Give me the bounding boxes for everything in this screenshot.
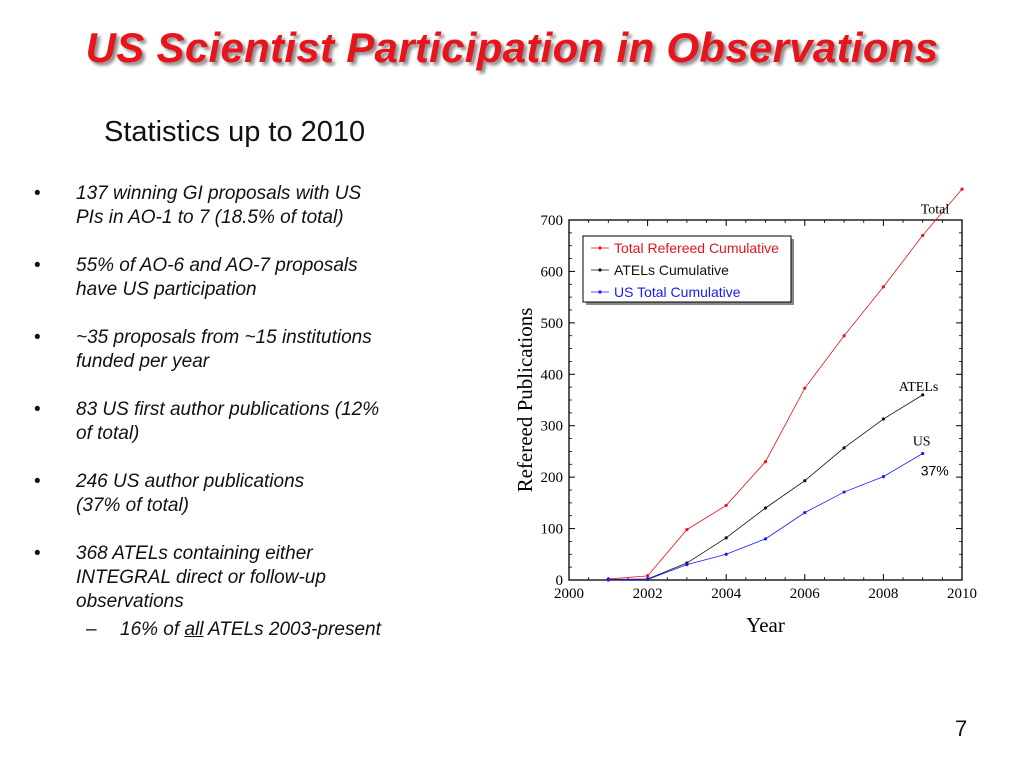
series-line — [608, 394, 923, 580]
y-axis-label: Refereed Publications — [513, 308, 537, 493]
bullet-text-line: have US participation — [76, 279, 257, 300]
publications-chart: 2000 2002 2004 2006 2008 2010 0 100 200 300 400 500… — [513, 187, 977, 637]
legend-label: ATELs Cumulative — [614, 262, 729, 278]
bullet-text-line: funded per year — [76, 351, 210, 372]
data-point — [881, 417, 885, 421]
bullet-item: • 246 US author publications (37% of tot… — [34, 470, 454, 518]
bullet-marker: • — [34, 183, 41, 204]
sub-bullet-suffix: ATELs 2003-present — [203, 619, 381, 640]
bullet-text-line: 368 ATELs containing either — [76, 543, 313, 564]
data-point — [921, 451, 925, 456]
bullet-text-line: 83 US first author publications (12% — [76, 399, 380, 420]
data-point — [881, 285, 885, 289]
slide-title: US Scientist Participation in Observatio… — [85, 24, 939, 71]
bullet-marker: • — [34, 327, 41, 348]
bullet-marker: • — [34, 255, 41, 276]
y-tick-label: 300 — [541, 419, 564, 435]
x-tick-label: 2008 — [868, 586, 898, 602]
legend-label: Total Refereed Cumulative — [614, 240, 779, 256]
data-point — [685, 562, 689, 567]
x-tick-label: 2006 — [790, 586, 821, 602]
legend-label: US Total Cumulative — [614, 284, 741, 300]
data-point — [842, 446, 846, 450]
data-point — [842, 490, 846, 494]
percent-annotation: 37% — [921, 462, 949, 478]
data-point — [724, 552, 728, 556]
chart-plot-layer: 2000 2002 2004 2006 2008 2010 0 100 200 300 400 500… — [513, 187, 977, 637]
bullet-item: • ~35 proposals from ~15 institutions fu… — [34, 326, 454, 374]
data-point — [881, 475, 885, 479]
x-tick-label: 2004 — [711, 586, 742, 602]
bullet-text-line: 55% of AO-6 and AO-7 proposals — [76, 255, 358, 276]
data-point — [960, 187, 964, 191]
sub-bullet-marker: – — [86, 619, 97, 640]
data-point — [921, 233, 925, 238]
series-line — [608, 453, 923, 581]
data-point — [724, 536, 728, 540]
y-tick-label: 100 — [541, 522, 564, 538]
bullet-text-line: PIs in AO-1 to 7 (18.5% of total) — [76, 207, 344, 228]
x-axis-label: Year — [746, 613, 785, 637]
data-point — [724, 503, 728, 508]
bullet-marker: • — [34, 471, 41, 492]
bullet-text-line: (37% of total) — [76, 495, 189, 516]
data-point — [803, 386, 807, 390]
data-point — [606, 578, 610, 582]
legend-box — [582, 235, 792, 303]
y-tick-label: 600 — [541, 264, 564, 280]
bullet-text-line: 137 winning GI proposals with US — [76, 183, 362, 204]
x-tick-label: 2002 — [633, 586, 663, 602]
legend-swatch-marker — [598, 290, 602, 294]
bullet-text-line: observations — [76, 591, 184, 612]
sub-bullet-item: – 16% of all ATELs 2003-present — [76, 618, 454, 642]
data-point — [763, 506, 768, 510]
data-point — [763, 537, 768, 541]
bullet-item: • 368 ATELs containing either INTEGRAL d… — [34, 542, 454, 642]
data-point — [646, 577, 650, 582]
series-line — [608, 188, 963, 580]
sub-bullet-underlined: all — [184, 619, 204, 640]
data-point — [803, 479, 807, 483]
y-tick-label: 700 — [541, 213, 564, 229]
y-tick-label: 200 — [541, 470, 564, 486]
y-tick-label: 0 — [556, 573, 564, 589]
series-end-label: US — [913, 434, 931, 449]
y-tick-label: 500 — [541, 316, 564, 332]
bullet-text-line: 246 US author publications — [76, 471, 305, 492]
data-point — [842, 334, 846, 338]
bullet-marker: • — [34, 543, 41, 564]
legend-swatch-marker — [598, 268, 602, 272]
bullet-item: • 83 US first author publications (12% o… — [34, 398, 454, 446]
bullet-marker: • — [34, 399, 41, 420]
bullet-text-line: of total) — [76, 423, 140, 444]
bullet-item: • 55% of AO-6 and AO-7 proposals have US… — [34, 254, 454, 302]
sub-bullet-prefix: 16% of — [120, 619, 185, 640]
x-tick-label: 2000 — [554, 586, 584, 602]
bullet-text-line: INTEGRAL direct or follow-up — [76, 567, 326, 588]
slide-subtitle: Statistics up to 2010 — [104, 116, 366, 148]
x-tick-label: 2010 — [947, 586, 977, 602]
bullet-list: • 137 winning GI proposals with US PIs i… — [34, 182, 454, 642]
legend-swatch-marker — [598, 246, 602, 250]
bullet-text-line: ~35 proposals from ~15 institutions — [76, 327, 372, 348]
data-point — [646, 574, 650, 578]
y-tick-label: 400 — [541, 367, 564, 383]
page-number: 7 — [955, 716, 968, 741]
data-point — [685, 528, 689, 532]
data-point — [803, 511, 807, 515]
data-point — [921, 393, 925, 397]
data-point — [763, 460, 768, 464]
series-end-label: ATELs — [899, 380, 939, 395]
bullet-item: • 137 winning GI proposals with US PIs i… — [34, 182, 454, 230]
series-end-label: Total — [921, 202, 950, 217]
